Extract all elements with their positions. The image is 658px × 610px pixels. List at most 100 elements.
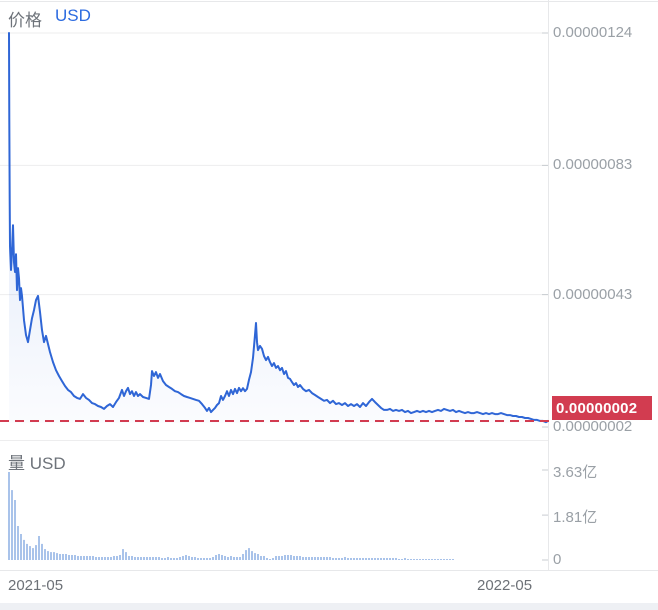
volume-bar <box>131 556 133 560</box>
volume-bar <box>224 556 226 560</box>
volume-bar <box>101 557 103 560</box>
price-line <box>8 32 549 424</box>
volume-bar <box>203 558 205 560</box>
volume-bar <box>125 552 127 560</box>
volume-bar <box>257 554 259 560</box>
volume-bar <box>431 559 433 560</box>
volume-bar <box>230 556 232 560</box>
volume-bar <box>398 559 400 560</box>
volume-bar <box>380 558 382 560</box>
volume-bar <box>221 555 223 560</box>
volume-bar <box>299 556 301 560</box>
volume-bar <box>395 558 397 560</box>
volume-bar <box>368 558 370 560</box>
price-currency-toggle[interactable]: USD <box>55 6 91 25</box>
y-axis-tick-label: 0.00000002 <box>553 418 633 435</box>
volume-bar <box>236 557 238 560</box>
volume-bar <box>44 549 46 560</box>
y-axis-tick-label: 0 <box>553 551 562 568</box>
volume-bar <box>206 558 208 560</box>
volume-bar <box>62 554 64 560</box>
volume-bar <box>314 557 316 560</box>
volume-bar <box>53 552 55 560</box>
volume-bar <box>140 557 142 560</box>
volume-bar <box>365 558 367 560</box>
volume-bar <box>233 557 235 560</box>
x-axis-label-start: 2021-05 <box>8 577 64 594</box>
volume-bar <box>8 472 10 560</box>
volume-bar <box>83 556 85 560</box>
volume-bar <box>332 558 334 560</box>
current-price-badge: 0.00000002 <box>552 396 652 420</box>
volume-bar <box>425 559 427 560</box>
volume-bar <box>95 557 97 560</box>
volume-bar <box>239 557 241 560</box>
volume-bar <box>392 558 394 560</box>
volume-bar <box>452 559 454 560</box>
volume-bar <box>74 555 76 560</box>
y-axis-tick-label: 1.81亿 <box>553 509 598 527</box>
volume-legend: 量 USD <box>8 454 66 473</box>
volume-bar <box>161 558 163 560</box>
volume-bar <box>272 558 274 560</box>
volume-bar <box>404 558 406 560</box>
volume-bar <box>374 558 376 560</box>
volume-bar <box>188 556 190 560</box>
volume-bar <box>251 551 253 560</box>
volume-bar <box>134 557 136 560</box>
volume-bar <box>323 557 325 560</box>
volume-bar <box>218 554 220 560</box>
volume-bar <box>317 557 319 560</box>
volume-bar <box>293 556 295 560</box>
volume-bar <box>119 555 121 560</box>
volume-bar <box>344 557 346 560</box>
volume-bar <box>350 558 352 560</box>
volume-bar <box>182 556 184 560</box>
volume-bar <box>173 558 175 560</box>
volume-bar <box>416 559 418 560</box>
volume-bar <box>377 558 379 560</box>
volume-bar <box>20 534 22 560</box>
volume-bar <box>170 558 172 560</box>
volume-bar <box>227 557 229 560</box>
volume-bar <box>32 548 34 560</box>
volume-bar <box>362 558 364 560</box>
volume-bar <box>407 559 409 560</box>
volume-bar <box>410 559 412 560</box>
volume-bar <box>17 526 19 560</box>
volume-bar <box>356 558 358 560</box>
volume-bar <box>47 551 49 560</box>
price-legend-label: 价格 <box>8 11 42 30</box>
volume-bar <box>14 500 16 560</box>
volume-bar <box>167 557 169 560</box>
volume-bar <box>437 559 439 560</box>
volume-bar <box>440 559 442 560</box>
volume-bar <box>269 559 271 560</box>
volume-bar <box>38 536 40 560</box>
volume-bar <box>77 556 79 560</box>
volume-bar <box>212 557 214 560</box>
volume-bar <box>290 555 292 560</box>
volume-bar <box>50 552 52 560</box>
volume-bar <box>59 554 61 560</box>
volume-bar <box>122 549 124 560</box>
volume-bar <box>389 558 391 560</box>
volume-bar <box>35 545 37 560</box>
volume-bar <box>449 559 451 560</box>
volume-bar <box>110 557 112 560</box>
volume-bar <box>149 557 151 560</box>
volume-bar <box>104 557 106 560</box>
volume-bar <box>359 558 361 560</box>
volume-bar <box>215 555 217 560</box>
volume-bar <box>56 553 58 560</box>
volume-bar <box>245 550 247 560</box>
volume-bar <box>89 556 91 560</box>
volume-bar <box>353 558 355 560</box>
volume-bar <box>419 559 421 560</box>
volume-bar <box>152 557 154 560</box>
volume-bar <box>242 554 244 560</box>
volume-bar <box>71 555 73 560</box>
volume-bar <box>263 556 265 560</box>
